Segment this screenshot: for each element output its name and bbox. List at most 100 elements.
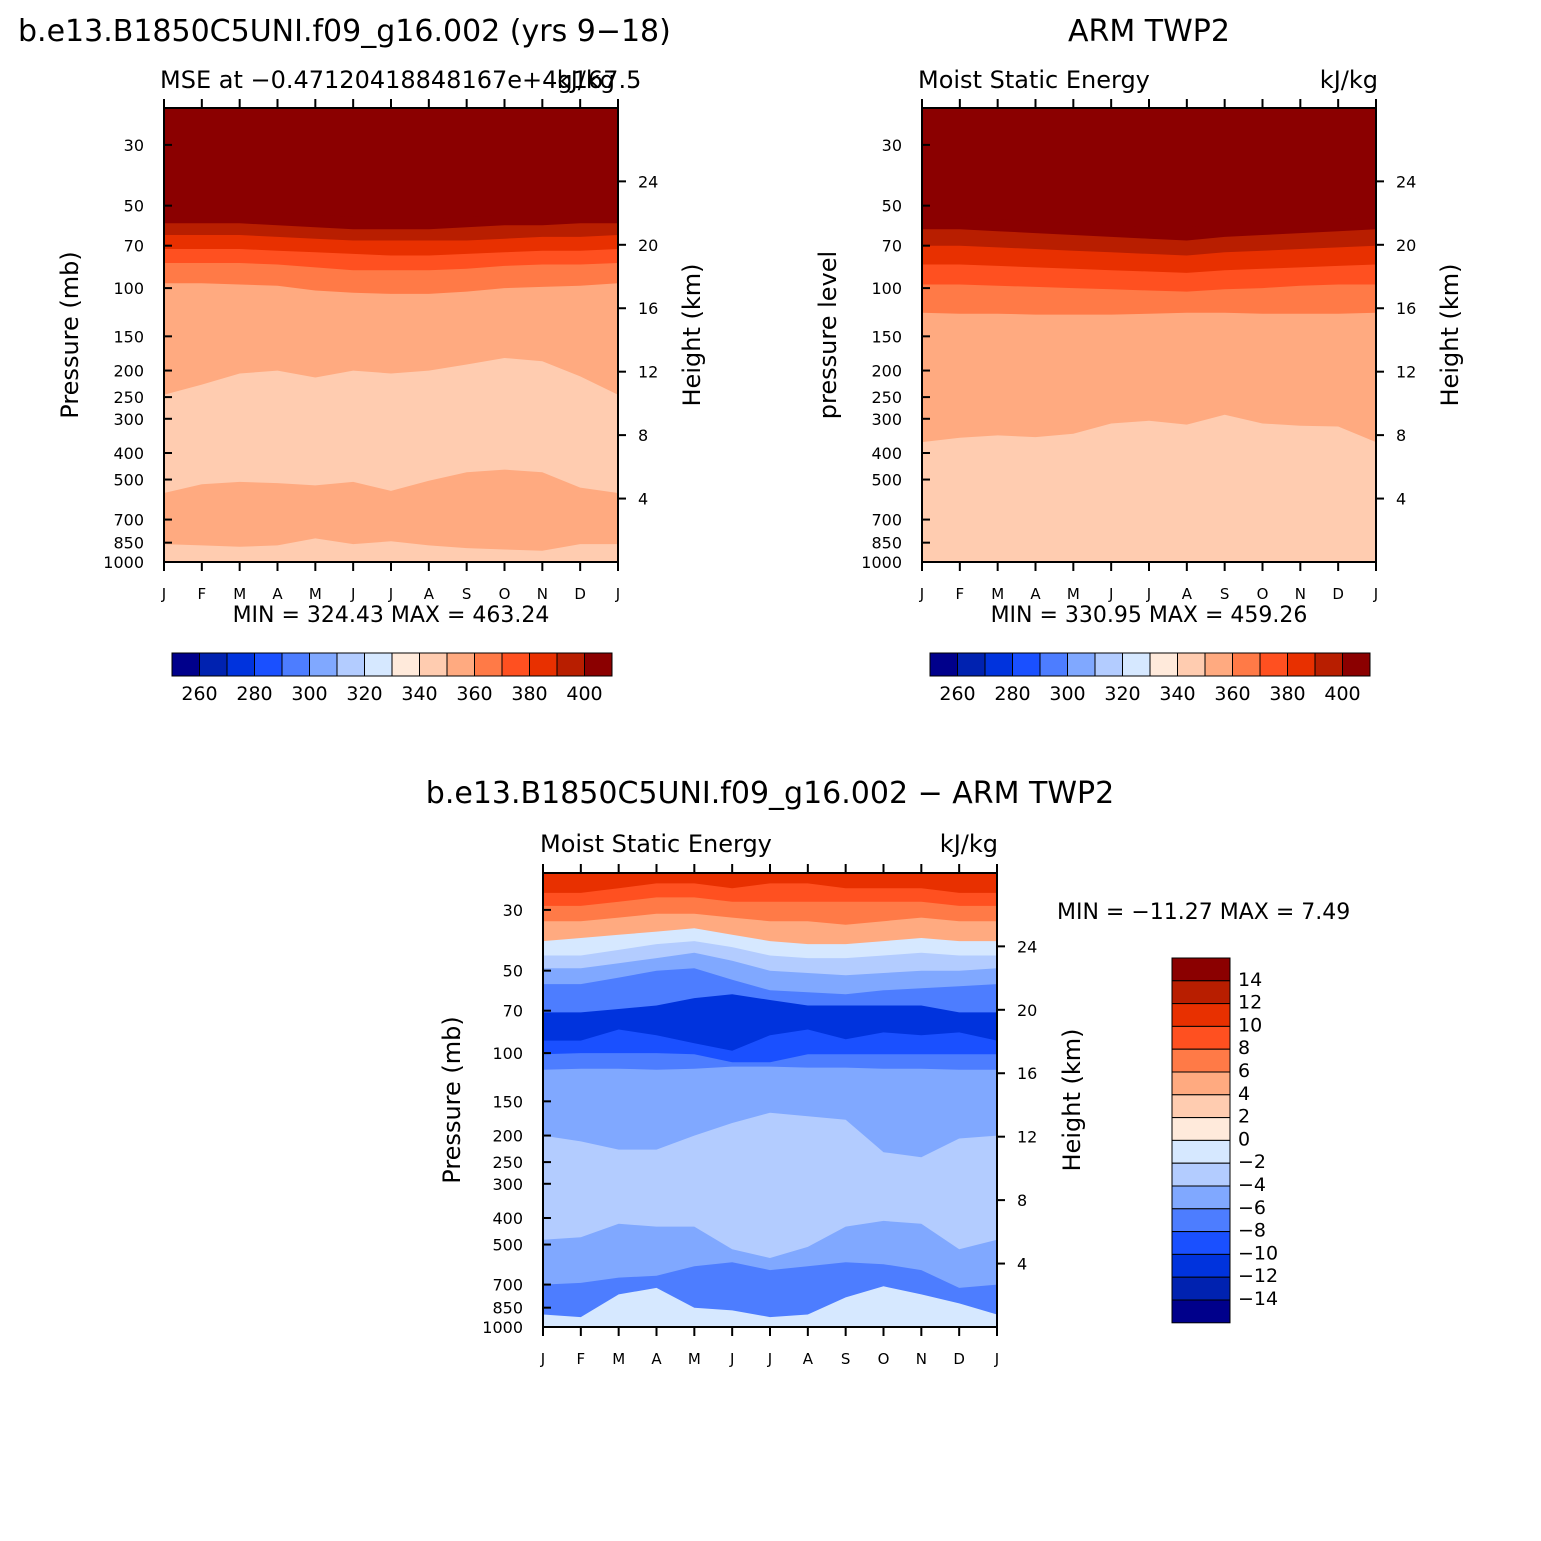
colorbar-label: −2	[1238, 1151, 1266, 1173]
height-tick-label: 4	[638, 490, 648, 509]
colorbar-label: −4	[1238, 1174, 1266, 1196]
height-tick-label: 24	[638, 172, 658, 191]
month-tick-label: A	[424, 585, 435, 603]
pressure-tick-label: 50	[124, 197, 144, 216]
month-tick-label: J	[615, 585, 620, 603]
pressure-tick-label: 30	[882, 136, 902, 155]
colorbar-label: 6	[1238, 1060, 1250, 1082]
height-tick-label: 8	[638, 426, 648, 445]
colorbar-label: 4	[1238, 1083, 1250, 1105]
height-tick-label: 20	[638, 236, 658, 255]
colorbar-label: 300	[291, 683, 327, 705]
pressure-tick-label: 850	[492, 1299, 523, 1318]
panel2-contour-fills	[922, 108, 1376, 562]
panel2-right-axis-title: Height (km)	[1436, 264, 1464, 407]
month-tick-label: J	[388, 585, 393, 603]
height-tick-label: 12	[638, 363, 658, 382]
month-tick-label: S	[841, 1350, 851, 1368]
panel2-units: kJ/kg	[1320, 66, 1378, 94]
colorbar-label: −10	[1238, 1242, 1278, 1264]
panel1-y-axis-title: Pressure (mb)	[56, 251, 84, 418]
colorbar-swatch	[1287, 652, 1316, 677]
month-tick-label: M	[612, 1350, 625, 1368]
month-tick-label: F	[956, 585, 965, 603]
height-tick-label: 24	[1396, 172, 1416, 191]
pressure-tick-label: 500	[492, 1236, 523, 1255]
height-tick-label: 16	[1396, 299, 1416, 318]
panel1-right-axis-title: Height (km)	[678, 264, 706, 407]
month-tick-label: M	[309, 585, 322, 603]
panel-model-mse: b.e13.B1850C5UNI.f09_g16.002 (yrs 9−18) …	[18, 14, 706, 705]
pressure-tick-label: 30	[124, 136, 144, 155]
panel2-left-label: Moist Static Energy	[918, 66, 1150, 94]
colorbar-swatch	[281, 652, 310, 677]
colorbar-swatch	[1171, 1208, 1231, 1233]
pressure-tick-label: 1000	[861, 553, 902, 572]
month-tick-label: O	[1257, 585, 1269, 603]
month-tick-label: J	[994, 1350, 999, 1368]
month-tick-label: F	[198, 585, 207, 603]
colorbar-swatch	[419, 652, 448, 677]
month-tick-label: J	[161, 585, 166, 603]
month-tick-label: J	[1373, 585, 1378, 603]
colorbar-swatch	[1171, 1003, 1231, 1027]
height-tick-label: 16	[1017, 1064, 1037, 1083]
height-tick-label: 12	[1396, 363, 1416, 382]
month-tick-label: N	[537, 585, 548, 603]
pressure-tick-label: 50	[503, 962, 523, 981]
month-tick-label: A	[803, 1350, 814, 1368]
colorbar-label: 300	[1049, 683, 1085, 705]
colorbar-swatch	[556, 652, 585, 677]
colorbar-swatch	[929, 652, 958, 677]
panel2-min-max: MIN = 330.95 MAX = 459.26	[991, 603, 1308, 628]
colorbar-swatch	[226, 652, 255, 677]
colorbar-swatch	[199, 652, 228, 677]
colorbar-label: 12	[1238, 992, 1262, 1014]
colorbar-swatch	[1177, 652, 1206, 677]
pressure-tick-label: 400	[492, 1209, 523, 1228]
colorbar-swatch	[1039, 652, 1068, 677]
colorbar-swatch	[957, 652, 986, 677]
colorbar-swatch	[1171, 1253, 1231, 1278]
colorbar-label: 380	[1269, 683, 1305, 705]
colorbar-swatch	[584, 652, 613, 677]
colorbar-swatch	[1342, 652, 1371, 677]
height-tick-label: 8	[1396, 426, 1406, 445]
month-tick-label: M	[233, 585, 246, 603]
pressure-tick-label: 200	[113, 362, 144, 381]
colorbar-swatch	[1314, 652, 1343, 677]
colorbar-label: 340	[1159, 683, 1195, 705]
height-tick-label: 4	[1396, 490, 1406, 509]
pressure-tick-label: 700	[492, 1276, 523, 1295]
colorbar-swatch	[1067, 652, 1096, 677]
month-tick-label: J	[350, 585, 355, 603]
panel1-contour-fills	[164, 108, 618, 562]
month-tick-label: D	[574, 585, 586, 603]
colorbar-swatch	[1171, 980, 1231, 1005]
panel1-left-label: MSE at −0.47120418848167e+4g167.5	[160, 66, 641, 94]
pressure-tick-label: 200	[492, 1127, 523, 1146]
pressure-tick-label: 850	[871, 534, 902, 553]
colorbar-swatch	[984, 652, 1013, 677]
pressure-tick-label: 700	[871, 511, 902, 530]
pressure-tick-label: 100	[492, 1044, 523, 1063]
colorbar-swatch	[309, 652, 338, 677]
panel1-min-max: MIN = 324.43 MAX = 463.24	[233, 603, 550, 628]
height-tick-label: 20	[1396, 236, 1416, 255]
month-tick-label: S	[1220, 585, 1230, 603]
pressure-tick-label: 70	[882, 237, 902, 256]
pressure-tick-label: 400	[113, 444, 144, 463]
colorbar-swatch	[1171, 1071, 1231, 1096]
colorbar-swatch	[1171, 1299, 1231, 1324]
colorbar-swatch	[474, 652, 503, 677]
colorbar-label: −6	[1238, 1197, 1266, 1219]
colorbar-swatch	[254, 652, 283, 677]
height-tick-label: 12	[1017, 1128, 1037, 1147]
pressure-tick-label: 1000	[103, 553, 144, 572]
pressure-tick-label: 50	[882, 197, 902, 216]
colorbar-swatch	[1259, 652, 1288, 677]
